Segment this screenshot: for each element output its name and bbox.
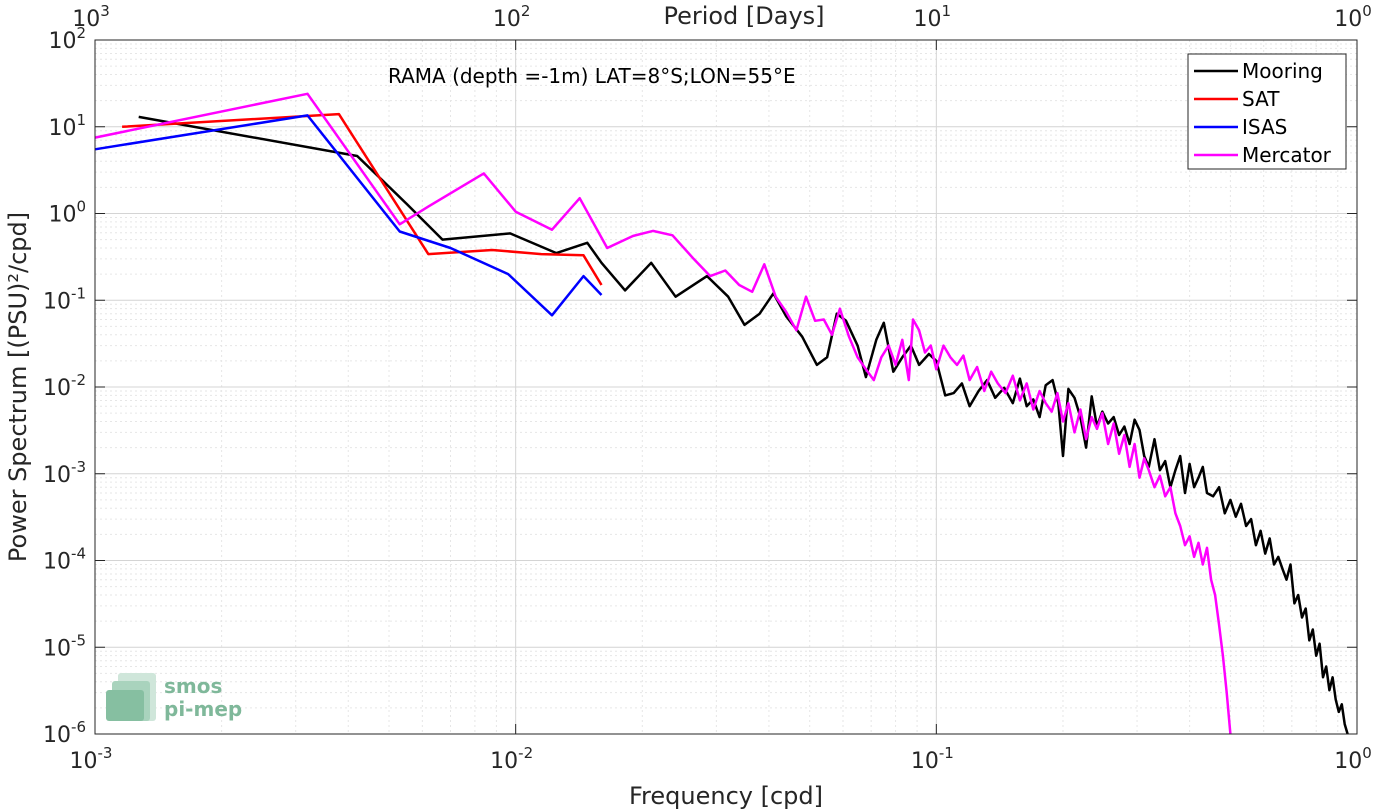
x-tick-label-base: 10 xyxy=(490,749,518,774)
top-tick-label-base: 10 xyxy=(493,7,521,32)
y-tick-label-exponent: -6 xyxy=(71,718,86,736)
logo-text-line1: smos xyxy=(164,674,222,698)
y-tick-label: 10-2 xyxy=(43,371,86,401)
series-line-mooring xyxy=(138,115,1349,735)
x-tick-labels: 10-3 10-2 10-1 100 xyxy=(70,744,1372,774)
legend-label-isas: ISAS xyxy=(1242,115,1287,139)
top-tick-label-exponent: 1 xyxy=(942,2,952,20)
y-tick-label-base: 10 xyxy=(43,550,71,575)
legend-label-sat: SAT xyxy=(1242,87,1280,111)
y-tick-label: 10-4 xyxy=(43,545,86,575)
legend: Mooring SAT ISAS Mercator xyxy=(1187,53,1347,170)
y-tick-label: 101 xyxy=(48,111,86,141)
x-tick-label: 100 xyxy=(1334,744,1372,774)
y-tick-label-exponent: -3 xyxy=(71,458,86,476)
y-tick-label-exponent: -4 xyxy=(71,545,86,563)
legend-label-mercator: Mercator xyxy=(1242,143,1332,167)
y-tick-label-exponent: -2 xyxy=(71,371,86,389)
top-tick-label-base: 10 xyxy=(1334,7,1362,32)
station-annotation: RAMA (depth =-1m) LAT=8°S;LON=55°E xyxy=(388,64,796,88)
top-tick-label-exponent: 0 xyxy=(1362,2,1372,20)
top-tick-label: 101 xyxy=(914,2,952,32)
x-tick-label-base: 10 xyxy=(70,749,98,774)
y-tick-label-base: 10 xyxy=(48,29,76,54)
top-tick-label-exponent: 3 xyxy=(100,2,110,20)
series-layer xyxy=(94,92,1349,735)
y-tick-label-base: 10 xyxy=(43,723,71,748)
y-tick-label-base: 10 xyxy=(43,463,71,488)
top-tick-label: 103 xyxy=(72,2,110,32)
top-tick-label: 100 xyxy=(1334,2,1372,32)
top-tick-labels: 103 102 101 100 xyxy=(72,2,1372,32)
y-tick-label-exponent: -1 xyxy=(71,284,86,302)
y-tick-label: 102 xyxy=(48,24,86,54)
x-tick-label: 10-1 xyxy=(911,744,954,774)
series-line-isas xyxy=(94,114,603,317)
x-tick-label-exponent: -1 xyxy=(939,744,954,762)
logo-text-line2: pi-mep xyxy=(164,697,242,721)
y-tick-label-base: 10 xyxy=(43,289,71,314)
y-tick-label-base: 10 xyxy=(48,116,76,141)
x-tick-label-base: 10 xyxy=(1334,749,1362,774)
logo-mark-front xyxy=(106,690,144,721)
x-tick-label-exponent: -3 xyxy=(98,744,113,762)
x-tick-label-exponent: -2 xyxy=(518,744,533,762)
y-tick-label: 10-5 xyxy=(43,631,86,661)
y-tick-label-base: 10 xyxy=(43,376,71,401)
smos-pimep-logo: smos pi-mep xyxy=(106,673,242,721)
top-tick-label-base: 10 xyxy=(72,7,100,32)
tick-marks xyxy=(94,39,1358,735)
x-tick-label-base: 10 xyxy=(911,749,939,774)
y-axis-label: Power Spectrum [(PSU)²/cpd] xyxy=(4,212,32,562)
y-tick-label-exponent: 2 xyxy=(76,24,86,42)
y-tick-label-exponent: -5 xyxy=(71,631,86,649)
top-tick-label-base: 10 xyxy=(914,7,942,32)
x-tick-label: 10-3 xyxy=(70,744,113,774)
x-tick-label-exponent: 0 xyxy=(1362,744,1372,762)
y-tick-label-base: 10 xyxy=(48,203,76,228)
y-tick-label: 10-1 xyxy=(43,284,86,314)
series-line-mercator xyxy=(94,92,1232,735)
x-tick-label: 10-2 xyxy=(490,744,533,774)
y-tick-label-exponent: 0 xyxy=(76,198,86,216)
legend-label-mooring: Mooring xyxy=(1242,59,1323,83)
top-axis-label: Period [Days] xyxy=(663,2,824,30)
series-line-sat xyxy=(122,112,603,286)
top-tick-label-exponent: 2 xyxy=(521,2,531,20)
y-tick-label-base: 10 xyxy=(43,636,71,661)
y-tick-label: 10-6 xyxy=(43,718,86,748)
y-tick-label: 100 xyxy=(48,198,86,228)
legend-box xyxy=(1187,53,1347,170)
top-tick-label: 102 xyxy=(493,2,531,32)
x-axis-label: Frequency [cpd] xyxy=(629,782,823,809)
y-tick-label-exponent: 1 xyxy=(76,111,86,129)
y-tick-label: 10-3 xyxy=(43,458,86,488)
